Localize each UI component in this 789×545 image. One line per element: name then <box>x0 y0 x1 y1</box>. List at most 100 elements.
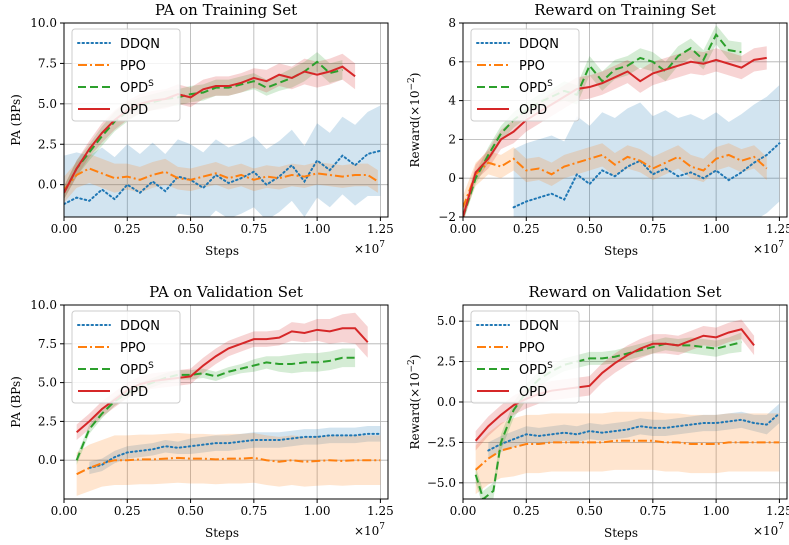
y-tick-label: 8 <box>448 16 456 30</box>
band-ddqn <box>488 403 780 459</box>
legend-label-ddqn: DDQN <box>120 37 160 52</box>
legend-box <box>470 28 580 122</box>
legend-label-opds: OPDS <box>519 79 553 96</box>
x-axis-label: Steps <box>604 526 638 540</box>
x-tick-label: 0.25 <box>114 222 141 236</box>
series-line-ddqn <box>487 412 781 452</box>
x-tick-label: 0.75 <box>639 504 666 518</box>
y-tick-label: 10.0 <box>30 298 57 312</box>
x-tick-label: 1.00 <box>703 504 730 518</box>
x-tick-label: 0.25 <box>513 222 540 236</box>
legend-label-opd: OPD <box>519 103 547 118</box>
axes-frame <box>63 22 389 218</box>
band-opds <box>463 24 742 217</box>
legend-label-ppo: PPO <box>120 59 146 74</box>
x-tick-label: 0.00 <box>51 504 78 518</box>
y-tick-label: 2 <box>448 132 456 146</box>
x-tick-label: 0.00 <box>51 222 78 236</box>
legend-label-ppo: PPO <box>120 341 146 356</box>
y-tick-label: 2.5 <box>38 414 57 428</box>
x-scale-multiplier: ×107 <box>354 240 385 256</box>
x-tick-label: 1.25 <box>766 222 789 236</box>
y-tick-label: 7.5 <box>38 337 57 351</box>
legend-label-opd: OPD <box>120 385 148 400</box>
band-opd <box>64 53 356 200</box>
series-line-ppo <box>463 153 768 208</box>
plot-area <box>463 24 781 217</box>
legend-label-ddqn: DDQN <box>120 319 160 334</box>
band-opds <box>64 52 343 200</box>
chart-title: Reward on Training Set <box>534 1 716 19</box>
axes-frame <box>63 304 389 500</box>
legend: DDQN PPO OPDS OPD <box>470 310 580 404</box>
axes-frame <box>462 22 788 218</box>
legend-label-opd: OPD <box>120 103 148 118</box>
y-axis-label: Reward(×10−2) <box>407 355 422 450</box>
x-tick-label: 0.50 <box>177 504 204 518</box>
legend-label-ppo: PPO <box>519 341 545 356</box>
chart-title: Reward on Validation Set <box>529 283 722 301</box>
x-tick-label: 0.00 <box>450 222 477 236</box>
x-scale-multiplier: ×107 <box>753 522 784 538</box>
series-line-ddqn <box>512 142 781 209</box>
x-scale-multiplier: ×107 <box>354 522 385 538</box>
plot-area <box>75 312 382 496</box>
x-tick-label: 0.50 <box>177 222 204 236</box>
band-ppo <box>463 143 767 217</box>
y-tick-label: −2.5 <box>427 435 456 449</box>
legend-label-opd: OPD <box>519 385 547 400</box>
legend-label-ddqn: DDQN <box>519 37 559 52</box>
band-opds <box>76 348 356 465</box>
y-tick-label: 5.0 <box>437 314 456 328</box>
x-tick-label: 1.00 <box>703 222 730 236</box>
x-tick-label: 1.25 <box>367 222 394 236</box>
series-line-opd <box>463 56 767 217</box>
chart-title: PA on Validation Set <box>149 283 303 301</box>
x-tick-label: 0.25 <box>513 504 540 518</box>
band-ppo <box>475 411 780 495</box>
y-axis-label: PA (BPs) <box>9 94 23 146</box>
x-tick-label: 0.50 <box>576 222 603 236</box>
legend-box <box>470 310 580 404</box>
y-tick-label: −2 <box>438 210 456 224</box>
band-opd <box>475 319 755 451</box>
y-tick-label: 5.0 <box>38 376 57 390</box>
chart-panel-4: 0.00 0.25 0.50 0.75 1.00 1.25 −5.0 −2.5 0.0 2.5 5.… <box>407 283 789 540</box>
y-tick-label: 10.0 <box>30 16 57 30</box>
legend-label-ppo: PPO <box>519 59 545 74</box>
series-line-ddqn <box>88 432 382 469</box>
series-line-opd <box>64 65 356 194</box>
legend: DDQN PPO OPDS OPD <box>470 28 580 122</box>
y-tick-label: −5.0 <box>427 476 456 490</box>
x-axis-label: Steps <box>604 244 638 258</box>
x-tick-label: 1.00 <box>304 504 331 518</box>
band-opd <box>76 312 368 441</box>
x-axis-label: Steps <box>205 244 239 258</box>
legend-label-opds: OPDS <box>120 79 154 96</box>
y-tick-label: 4 <box>448 94 456 108</box>
legend-label-ddqn: DDQN <box>519 319 559 334</box>
y-tick-label: 0.0 <box>38 178 57 192</box>
x-tick-label: 0.00 <box>450 504 477 518</box>
x-tick-label: 0.50 <box>576 504 603 518</box>
y-axis-label: PA (BPs) <box>9 376 23 428</box>
chart-title: PA on Training Set <box>155 1 297 19</box>
x-tick-label: 0.75 <box>639 222 666 236</box>
plot-area <box>64 52 382 217</box>
chart-panel-3: 0.00 0.25 0.50 0.75 1.00 1.25 0.0 2.5 5.0 7.5 10.0… <box>9 283 394 540</box>
series-line-opds <box>474 341 742 499</box>
x-scale-multiplier: ×107 <box>753 240 784 256</box>
series-line-ppo <box>76 456 381 476</box>
series-line-ddqn <box>64 149 382 206</box>
legend-box <box>71 28 181 122</box>
chart-panel-2: 0.00 0.25 0.50 0.75 1.00 1.25 −2 0 2 4 6 8 Reward on… <box>407 1 789 258</box>
x-tick-label: 1.25 <box>367 504 394 518</box>
y-axis-label: Reward(×10−2) <box>407 73 422 168</box>
legend: DDQN PPO OPDS OPD <box>71 310 181 404</box>
y-tick-label: 0.0 <box>437 395 456 409</box>
band-opd <box>463 46 767 217</box>
legend-box <box>71 310 181 404</box>
x-tick-label: 1.25 <box>766 504 789 518</box>
x-tick-label: 1.00 <box>304 222 331 236</box>
series-line-ppo <box>64 167 379 191</box>
